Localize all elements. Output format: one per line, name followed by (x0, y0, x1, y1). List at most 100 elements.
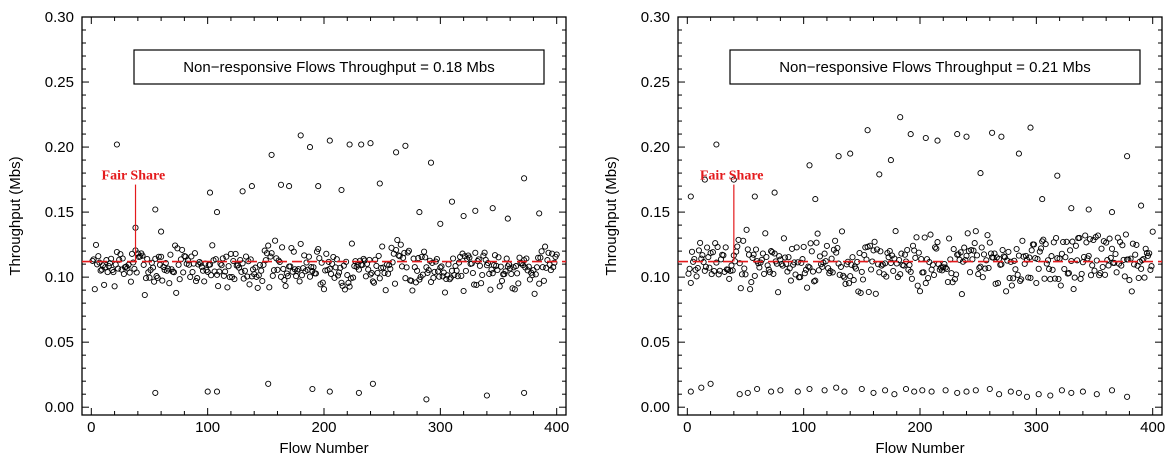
data-point (963, 388, 970, 395)
data-point (327, 270, 335, 277)
data-point (434, 268, 442, 275)
data-point (92, 241, 100, 248)
data-point (409, 287, 416, 294)
data-point (97, 267, 104, 274)
y-axis-label: Throughput (Mbs) (7, 156, 24, 275)
data-point (975, 271, 982, 278)
data-point (218, 262, 225, 269)
data-point (334, 272, 342, 279)
data-point (1082, 232, 1089, 239)
data-point (1071, 274, 1078, 281)
data-point (379, 243, 386, 250)
data-point (1141, 274, 1148, 281)
data-point (116, 256, 123, 263)
data-point (979, 274, 986, 281)
data-point (1015, 389, 1022, 396)
data-point (706, 264, 713, 271)
data-point (450, 255, 457, 262)
data-point (316, 255, 323, 262)
data-point (551, 259, 558, 266)
data-point (950, 246, 957, 253)
data-point (922, 280, 929, 287)
data-point (493, 262, 500, 269)
data-points (685, 114, 1156, 400)
data-point (980, 251, 988, 258)
data-point (711, 267, 718, 275)
data-point (946, 235, 953, 242)
data-point (766, 269, 773, 276)
x-tick-label: 200 (907, 419, 932, 436)
data-point (284, 273, 291, 280)
y-tick-label: 0.10 (641, 269, 670, 286)
data-point (511, 286, 518, 293)
data-point (1047, 276, 1054, 283)
data-point (982, 265, 989, 272)
data-point (176, 276, 183, 283)
data-point (814, 230, 821, 237)
data-point (904, 246, 911, 254)
data-point (512, 263, 520, 270)
data-point (1047, 392, 1054, 399)
y-tick-label: 0.25 (641, 74, 670, 91)
data-point (809, 268, 817, 275)
data-point (1061, 265, 1068, 273)
data-point (469, 269, 476, 277)
data-point (771, 250, 778, 257)
data-point (745, 251, 753, 258)
data-point (972, 228, 979, 235)
data-point (495, 254, 502, 261)
data-point (479, 271, 486, 279)
data-point (248, 183, 255, 190)
data-point (296, 278, 303, 285)
data-point (265, 380, 272, 387)
data-point (270, 267, 278, 274)
data-point (110, 269, 117, 276)
data-point (127, 278, 134, 285)
data-point (1019, 237, 1026, 244)
data-point (829, 269, 836, 276)
data-point (471, 281, 478, 288)
data-point (130, 259, 137, 266)
data-point (446, 276, 453, 283)
data-point (990, 254, 997, 261)
data-point (431, 268, 438, 275)
data-point (942, 264, 949, 271)
data-point (833, 384, 840, 391)
data-point (793, 244, 800, 251)
data-point (543, 264, 550, 271)
x-tick-label: 300 (1024, 419, 1049, 436)
data-point (840, 272, 847, 279)
data-point (1030, 241, 1038, 248)
data-point (954, 389, 961, 396)
y-axis-label: Throughput (Mbs) (603, 156, 620, 275)
data-point (911, 388, 918, 395)
data-point (1054, 172, 1061, 179)
data-point (503, 255, 510, 262)
data-point (126, 269, 133, 276)
data-point (425, 267, 432, 274)
data-point (90, 256, 97, 263)
data-point (1087, 272, 1095, 279)
data-point (750, 251, 757, 258)
data-point (308, 264, 315, 271)
data-point (758, 256, 765, 263)
data-point (368, 269, 375, 277)
data-point (985, 264, 992, 272)
data-point (1112, 250, 1119, 258)
data-point (998, 133, 1005, 140)
data-point (201, 278, 208, 285)
annotation-text: Non−responsive Flows Throughput = 0.21 M… (779, 59, 1091, 76)
data-point (1076, 234, 1083, 241)
data-point (954, 131, 961, 138)
data-point (828, 255, 835, 262)
data-point (521, 175, 528, 182)
data-point (964, 230, 971, 237)
data-point (751, 193, 758, 200)
data-point (915, 249, 922, 256)
data-point (1089, 262, 1096, 269)
data-point (858, 385, 865, 393)
data-point (897, 114, 904, 121)
data-point (179, 246, 186, 253)
data-point (934, 137, 941, 144)
